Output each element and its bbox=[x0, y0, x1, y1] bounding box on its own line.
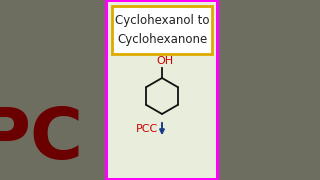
Text: OH: OH bbox=[156, 56, 173, 66]
Text: Cyclohexanol to: Cyclohexanol to bbox=[115, 14, 209, 27]
Text: PC: PC bbox=[0, 105, 83, 174]
Bar bbox=[105, 0, 219, 180]
Bar bbox=[112, 6, 212, 54]
Bar bbox=[108, 2, 216, 178]
Text: PCC: PCC bbox=[136, 124, 158, 134]
Text: Cyclohexanone: Cyclohexanone bbox=[117, 33, 207, 46]
